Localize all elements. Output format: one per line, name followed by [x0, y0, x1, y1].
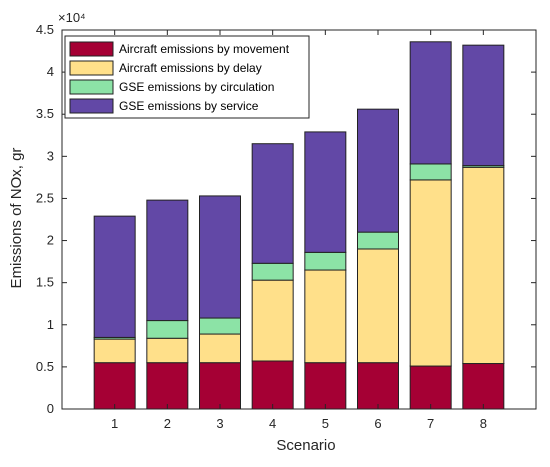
y-tick-label: 0.5: [36, 359, 54, 374]
bar-segment-3-series-4: [199, 195, 241, 319]
y-tick-label: 3: [47, 148, 54, 163]
x-tick-label: 4: [269, 416, 276, 431]
bar-segment-4-series-3: [251, 262, 294, 281]
legend-swatch-series-2: [69, 60, 114, 76]
axes-group: 0 0.5 1 1.5 2 2.5 3 3.5 4 4.5 1 2 3 4 5 6 7 8: [36, 22, 537, 431]
bar-segment-3-series-1: [199, 362, 241, 410]
y-tick-label: 2: [47, 233, 54, 248]
bar-segment-8-series-2: [462, 166, 505, 365]
bar-segment-4-series-1: [251, 360, 294, 410]
bar-segment-5-series-3: [304, 251, 347, 271]
bar-segment-1-series-1: [93, 362, 136, 410]
x-tick-label: 5: [322, 416, 329, 431]
bar-segment-7-series-4: [409, 41, 452, 165]
bar-segment-8-series-4: [462, 44, 505, 167]
bar-segment-5-series-2: [304, 269, 347, 364]
y-tick-label: 0: [47, 401, 54, 416]
bars-group: [93, 41, 505, 410]
y-tick-label: 1.5: [36, 275, 54, 290]
bar-segment-1-series-2: [93, 338, 136, 364]
legend-swatch-series-1: [69, 41, 114, 57]
bar-segment-3-series-2: [199, 333, 241, 364]
bar-segment-2-series-2: [146, 337, 189, 364]
legend: Aircraft emissions by movement Aircraft e…: [64, 35, 310, 119]
legend-label-series-2: Aircraft emissions by delay: [119, 61, 262, 75]
bar-segment-7-series-2: [409, 179, 452, 367]
bar-segment-4-series-2: [251, 279, 294, 362]
bar-segment-2-series-4: [146, 199, 189, 322]
legend-swatch-series-4: [69, 98, 114, 114]
legend-label-series-1: Aircraft emissions by movement: [119, 42, 290, 56]
bar-segment-6-series-1: [357, 362, 399, 410]
y-tick-label: 3.5: [36, 106, 54, 121]
bar-segment-6-series-4: [357, 108, 399, 233]
y-tick-label: 4: [47, 64, 54, 79]
y-tick-label: 4.5: [36, 22, 54, 37]
y-axis-label: Emissions of NOx, gr: [8, 148, 25, 289]
bar-segment-6-series-3: [357, 231, 399, 250]
y-tick-label: 1: [47, 317, 54, 332]
x-tick-label: 6: [374, 416, 381, 431]
y-tick-label: 2.5: [36, 190, 54, 205]
y-axis-exponent: ×10⁴: [58, 10, 86, 25]
x-tick-label: 7: [427, 416, 434, 431]
bar-segment-6-series-2: [357, 248, 399, 364]
legend-label-series-3: GSE emissions by circulation: [119, 80, 274, 94]
bar-segment-1-series-4: [93, 215, 136, 338]
bar-segment-7-series-1: [409, 365, 452, 410]
legend-label-series-4: GSE emissions by service: [119, 99, 259, 113]
bar-segment-2-series-3: [146, 320, 189, 339]
bar-segment-8-series-1: [462, 363, 505, 410]
bar-segment-5-series-4: [304, 131, 347, 253]
x-tick-label: 8: [480, 416, 487, 431]
plot-frame: [61, 29, 537, 410]
legend-swatch-series-3: [69, 79, 114, 95]
x-tick-label: 3: [216, 416, 223, 431]
x-axis-label: Scenario: [276, 437, 335, 454]
bar-segment-4-series-4: [251, 143, 294, 264]
bar-segment-3-series-3: [199, 317, 241, 335]
x-tick-label: 1: [111, 416, 118, 431]
bar-segment-2-series-1: [146, 362, 189, 410]
bar-segment-7-series-3: [409, 163, 452, 181]
x-tick-label: 2: [164, 416, 171, 431]
bar-segment-5-series-1: [304, 362, 347, 410]
